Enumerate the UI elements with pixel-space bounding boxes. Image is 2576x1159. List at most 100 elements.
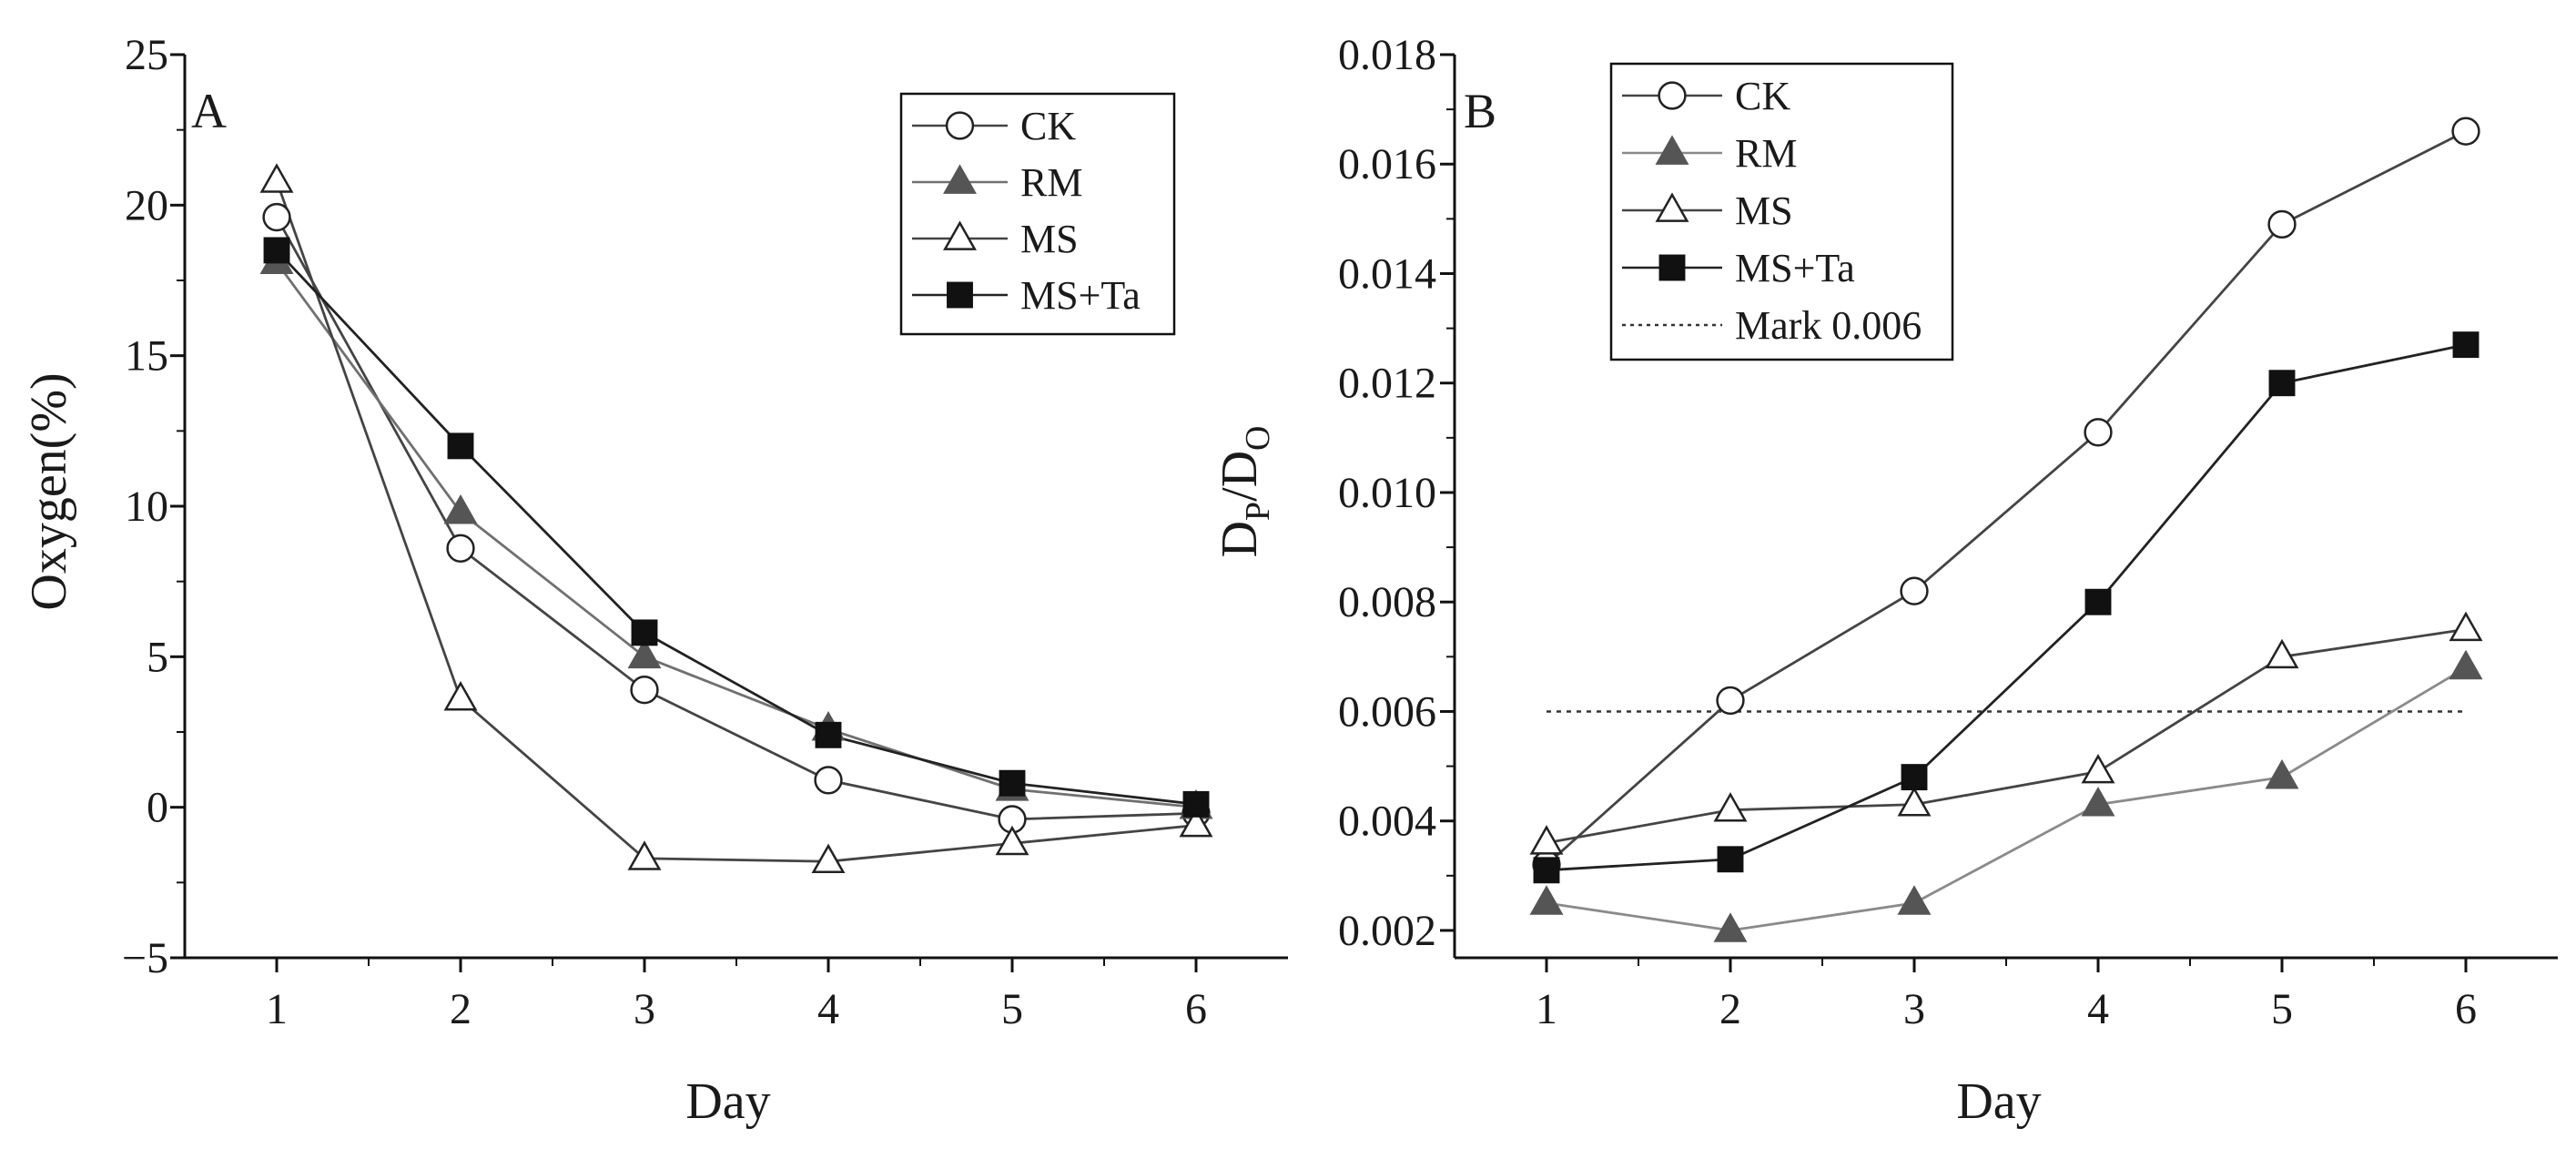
panel-b-data-point-ck	[1716, 686, 1745, 716]
panel-a-y-tick-label: 10	[125, 483, 168, 531]
panel-b-data-point-rm	[1529, 885, 1564, 915]
panel-b-data-point-ms	[2081, 753, 2115, 784]
legend-label-rm: RM	[1735, 131, 1797, 176]
panel-b-data-point-ck	[1900, 576, 1929, 605]
panel-b-data-point-ms-ta	[2084, 588, 2112, 615]
panel-a-data-point-ms	[443, 680, 478, 711]
panel-b-y-tick-label: 0.016	[1338, 140, 1436, 188]
panel-b-data-point-ms	[2449, 611, 2483, 642]
panel-b-data-point-ck	[2451, 117, 2480, 146]
panel-b-data-point-ms	[2265, 638, 2299, 669]
legend-marker-ck	[945, 111, 975, 140]
panel-a-letter: A	[191, 84, 227, 138]
panel-a-data-point-ms-ta	[631, 619, 658, 646]
panel-b-data-point-ck	[2267, 209, 2297, 239]
legend-label-rm: RM	[1020, 160, 1082, 205]
panel-a-series-line-ms-ta	[275, 249, 1197, 806]
panel-b-data-point-rm	[1897, 885, 1932, 915]
panel-b-y-tick-label: 0.006	[1338, 687, 1436, 736]
panel-b-y-tick-label: 0.012	[1338, 360, 1436, 408]
panel-b-data-point-rm	[2265, 758, 2299, 789]
panel-a-series-line-rm	[275, 261, 1197, 809]
panel-b-data-point-ms	[1897, 787, 1932, 817]
panel-a-data-point-ms-ta	[263, 237, 290, 264]
panel-b-x-tick-label: 2	[1719, 985, 1741, 1033]
panel-b-x-tick-label: 3	[1903, 985, 1925, 1033]
panel-a-data-point-ck	[262, 202, 291, 232]
legend-marker-ck	[1658, 81, 1687, 110]
legend-label-mark-0-006: Mark 0.006	[1735, 303, 1922, 348]
panel-a-x-tick-label: 1	[266, 985, 288, 1033]
panel-a-y-tick-label: 20	[125, 181, 168, 229]
panel-a-data-point-ms	[627, 840, 662, 870]
panel-b-data-point-ms-ta	[1717, 846, 1744, 873]
legend-marker-ms-ta	[947, 281, 973, 309]
panel-b-data-point-rm	[2449, 649, 2483, 680]
panel-a-y-tick-label: 25	[125, 31, 168, 79]
panel-b-series-line-ms-ta	[1546, 343, 2467, 872]
panel-a-data-point-ms-ta	[815, 721, 842, 748]
panel-b-data-point-ms-ta	[1901, 764, 1928, 791]
panel-b-data-point-ms-ta	[2452, 331, 2480, 359]
legend-label-ms-ta: MS+Ta	[1020, 273, 1141, 318]
legend-marker-ms	[943, 220, 977, 250]
legend-label-ck: CK	[1020, 104, 1076, 148]
panel-a-y-tick-label: −5	[122, 934, 168, 982]
panel-a-x-tick-label: 3	[634, 985, 655, 1033]
panel-b-x-tick-label: 1	[1536, 985, 1557, 1033]
panel-b-data-point-rm	[2081, 787, 2115, 817]
legend-label-ms: MS	[1735, 188, 1793, 233]
panel-b-chart: B Day DP/DO 1 2 3 4 5 6 0.002 0.004 0.006 0.008 0.…	[1212, 31, 2558, 1130]
panel-a-y-tick-label: 15	[125, 332, 168, 381]
panel-b-y-tick-label: 0.014	[1338, 249, 1436, 298]
panel-a-series-line-ck	[275, 216, 1197, 821]
panel-a-data-point-ck	[446, 534, 475, 563]
panel-a-chart: A Day Oxygen(%) 1 2 3 4 5 6 −5 0 5 10 15 20 25 CK RM MS…	[21, 31, 1288, 1130]
panel-b-series-line-ck	[1546, 129, 2467, 866]
legend-marker-ms	[1655, 192, 1689, 222]
panel-b-y-axis-title: DP/DO	[1212, 425, 1277, 557]
panel-a-y-axis-title: Oxygen(%)	[21, 372, 77, 610]
legend-label-ck: CK	[1735, 74, 1790, 118]
legend-marker-rm	[943, 164, 977, 194]
panel-a-data-point-ms	[995, 825, 1029, 856]
panel-a-data-point-ms-ta	[999, 769, 1026, 797]
panel-a-x-axis-title: Day	[685, 1073, 770, 1130]
panel-a-data-point-ms	[1179, 807, 1213, 838]
panel-a-y-tick-label: 5	[147, 633, 168, 681]
panel-b-y-tick-label: 0.002	[1338, 907, 1436, 955]
panel-b-y-tick-label: 0.010	[1338, 469, 1436, 517]
panel-b-y-tick-label: 0.004	[1338, 798, 1436, 846]
panel-b-x-tick-label: 4	[2087, 985, 2109, 1033]
panel-b-series-line-rm	[1546, 666, 2467, 932]
panel-a-data-point-ms-ta	[447, 432, 474, 460]
panel-b-x-axis-title: Day	[1956, 1073, 2041, 1130]
panel-b-x-tick-label: 5	[2271, 985, 2293, 1033]
panel-a-x-tick-label: 4	[817, 985, 839, 1033]
panel-a-data-point-ms	[811, 843, 846, 874]
panel-b-legend: CK RM MS MS+Ta Mark 0.006	[1609, 62, 1954, 361]
legend-label-ms: MS	[1020, 217, 1079, 261]
legend-marker-ms-ta	[1658, 254, 1686, 281]
panel-b-data-point-ms	[1529, 825, 1564, 855]
panel-a-data-point-ck	[630, 676, 659, 705]
panel-b-series-line-ms	[1546, 627, 2467, 845]
panel-a-x-tick-label: 5	[1001, 985, 1023, 1033]
panel-a-data-point-rm	[443, 493, 478, 524]
panel-a-series-line-ms	[275, 180, 1197, 863]
panel-a-data-point-ms-ta	[1182, 790, 1210, 818]
panel-b-y-tick-label: 0.018	[1338, 31, 1436, 79]
legend-label-ms-ta: MS+Ta	[1735, 246, 1855, 290]
panel-a-data-point-rm	[627, 638, 662, 669]
panel-b-data-point-ms-ta	[1533, 857, 1560, 884]
panel-b-data-point-ck	[2084, 418, 2113, 447]
panel-b-data-point-rm	[1713, 912, 1748, 942]
panel-b-letter: B	[1464, 84, 1496, 138]
panel-a-data-point-ms	[259, 163, 294, 193]
legend-marker-rm	[1655, 135, 1689, 165]
panel-a-data-point-ck	[814, 766, 843, 795]
panel-b-y-tick-label: 0.008	[1338, 578, 1436, 626]
panel-b-data-point-ms-ta	[2268, 370, 2296, 397]
panel-b-data-point-ms	[1713, 792, 1748, 822]
